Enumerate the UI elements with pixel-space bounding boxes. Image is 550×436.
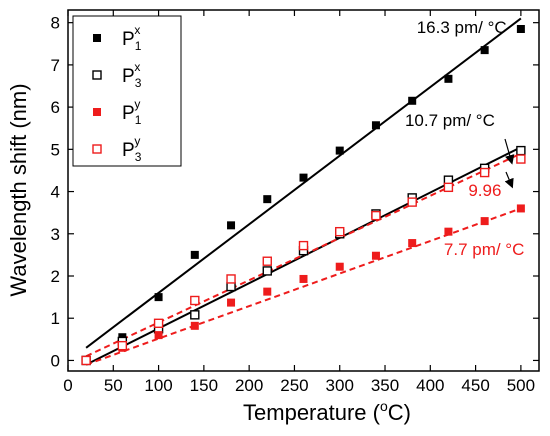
x-tick-label: 350 xyxy=(371,376,399,395)
point-series-3 xyxy=(298,240,309,251)
point-series-2 xyxy=(299,274,308,283)
point-series-0 xyxy=(299,173,308,182)
point-series-2 xyxy=(335,262,344,271)
x-tick-label: 400 xyxy=(416,376,444,395)
x-tick-label: 200 xyxy=(235,376,263,395)
legend-marker-2 xyxy=(93,108,101,116)
x-axis-title-sup: o xyxy=(380,398,388,414)
point-series-0 xyxy=(154,293,163,302)
point-series-3 xyxy=(153,318,164,328)
point-series-2 xyxy=(154,331,163,340)
annotation-arrow xyxy=(504,138,515,165)
point-series-2 xyxy=(408,239,417,248)
legend-label-3: P3y xyxy=(122,134,142,164)
legend-label-1: P3x xyxy=(122,60,142,90)
point-series-3 xyxy=(226,274,236,284)
point-series-0 xyxy=(190,250,199,259)
annotation-3: 7.7 pm/ °C xyxy=(444,240,525,259)
point-series-3 xyxy=(262,256,272,266)
point-series-2 xyxy=(371,251,380,260)
legend: P1x P3x P1y P3y xyxy=(72,15,182,167)
annotation-2: 9.96 xyxy=(468,181,501,200)
point-series-3 xyxy=(516,154,526,164)
point-series-2 xyxy=(480,217,489,226)
x-tick-label: 50 xyxy=(104,376,123,395)
y-tick-label: 7 xyxy=(51,56,60,75)
y-tick-label: 4 xyxy=(51,183,60,202)
fit-line-series-0 xyxy=(85,17,522,349)
point-series-1 xyxy=(226,281,236,292)
point-series-0 xyxy=(444,74,453,83)
x-axis-title-main: Temperature ( xyxy=(243,400,381,425)
x-tick-label: 150 xyxy=(190,376,218,395)
point-series-2 xyxy=(263,287,272,296)
y-tick-label: 8 xyxy=(51,14,60,33)
data-points xyxy=(81,25,526,366)
legend-marker-1 xyxy=(92,70,102,80)
point-series-0 xyxy=(516,25,525,33)
y-tick-label: 1 xyxy=(51,309,60,328)
legend-label-2: P1y xyxy=(122,97,142,127)
plot-frame xyxy=(67,9,540,372)
point-series-2 xyxy=(227,298,236,307)
point-series-3 xyxy=(443,182,454,193)
point-series-1 xyxy=(190,310,200,320)
y-tick-label: 5 xyxy=(51,140,60,159)
y-tick-label: 2 xyxy=(51,267,60,286)
legend-label-0: P1x xyxy=(122,23,142,53)
point-series-3 xyxy=(335,226,345,237)
point-series-0 xyxy=(227,221,236,230)
legend-marker-3 xyxy=(92,144,102,154)
ticks: 0 50 100 150 200 250 300 350 400 450 500 0 1 2 3 4 5 6 7 8 xyxy=(51,10,539,395)
y-tick-label: 6 xyxy=(51,98,60,117)
annotation-arrow xyxy=(504,171,514,189)
annotations: 16.3 pm/ °C 10.7 pm/ °C 9.96 7.7 pm/ °C xyxy=(405,18,524,259)
point-series-0 xyxy=(371,121,380,130)
point-series-3 xyxy=(407,197,417,207)
legend-box xyxy=(72,15,182,167)
point-series-2 xyxy=(444,227,453,236)
x-tick-label: 100 xyxy=(144,376,172,395)
point-series-1 xyxy=(262,266,272,276)
x-tick-label: 450 xyxy=(461,376,489,395)
point-series-1 xyxy=(516,145,526,156)
legend-marker-0 xyxy=(93,34,101,42)
point-series-3 xyxy=(81,355,91,366)
fit-line-series-2 xyxy=(85,207,522,366)
point-series-0 xyxy=(263,195,272,204)
point-series-0 xyxy=(408,96,417,105)
annotation-1: 10.7 pm/ °C xyxy=(405,111,495,130)
point-series-2 xyxy=(516,204,525,213)
point-series-0 xyxy=(480,46,489,55)
x-tick-label: 0 xyxy=(63,376,72,395)
x-axis-title-end: C) xyxy=(388,400,411,425)
x-tick-label: 300 xyxy=(326,376,354,395)
point-series-2 xyxy=(190,321,199,330)
annotation-0: 16.3 pm/ °C xyxy=(417,18,507,37)
x-tick-label: 500 xyxy=(507,376,535,395)
y-tick-label: 0 xyxy=(51,351,60,370)
point-series-3 xyxy=(371,210,381,221)
point-series-3 xyxy=(117,340,128,351)
point-series-3 xyxy=(479,167,490,178)
y-tick-label: 3 xyxy=(51,225,60,244)
x-tick-label: 250 xyxy=(280,376,308,395)
point-series-3 xyxy=(190,295,200,306)
x-axis-title: Temperature (oC) xyxy=(243,398,411,425)
y-axis-title: Wavelength shift (nm) xyxy=(6,83,31,296)
point-series-0 xyxy=(335,146,344,155)
